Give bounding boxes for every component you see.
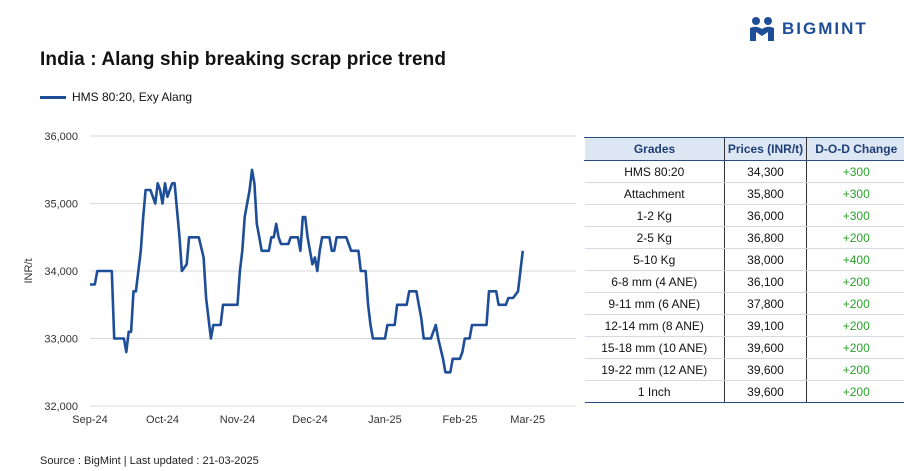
table-row: 6-8 mm (4 ANE) 36,100 +200 — [584, 270, 904, 293]
cell-grade: 1-2 Kg — [584, 204, 725, 227]
cell-grade: 15-18 mm (10 ANE) — [584, 336, 725, 359]
cell-grade: 1 Inch — [584, 380, 725, 403]
grades-price-table: Grades Prices (INR/t) D-O-D Change HMS 8… — [584, 137, 904, 403]
cell-price: 34,300 — [724, 160, 807, 183]
legend-label: HMS 80:20, Exy Alang — [72, 90, 193, 104]
cell-grade: 12-14 mm (8 ANE) — [584, 314, 725, 337]
source-note: Source : BigMint | Last updated : 21-03-… — [40, 455, 259, 467]
y-tick-label: 32,000 — [44, 401, 78, 413]
x-tick-label: Dec-24 — [292, 414, 327, 426]
cell-change: +300 — [806, 160, 904, 183]
cell-change: +200 — [806, 226, 904, 249]
table-row: 12-14 mm (8 ANE) 39,100 +200 — [584, 314, 904, 337]
series-line-hms-80-20 — [90, 168, 525, 374]
cell-price: 39,100 — [724, 314, 807, 337]
y-tick-label: 35,000 — [44, 199, 78, 211]
cell-price: 38,000 — [724, 248, 807, 271]
cell-change: +200 — [806, 292, 904, 315]
cell-change: +200 — [806, 358, 904, 381]
header-prices: Prices (INR/t) — [724, 137, 807, 161]
table-row: 1-2 Kg 36,000 +300 — [584, 204, 904, 227]
cell-change: +300 — [806, 182, 904, 205]
x-tick-label: Jan-25 — [368, 414, 402, 426]
cell-grade: 6-8 mm (4 ANE) — [584, 270, 725, 293]
cell-grade: HMS 80:20 — [584, 160, 725, 183]
chart-title: India : Alang ship breaking scrap price … — [40, 49, 447, 70]
cell-grade: Attachment — [584, 182, 725, 205]
header-grades: Grades — [584, 137, 725, 161]
cell-price: 36,000 — [724, 204, 807, 227]
x-tick-label: Oct-24 — [146, 414, 179, 426]
y-tick-label: 34,000 — [44, 266, 78, 278]
cell-grade: 2-5 Kg — [584, 226, 725, 249]
cell-price: 36,100 — [724, 270, 807, 293]
bigmint-logo: BIGMINT — [748, 16, 868, 42]
table-row: 1 Inch 39,600 +200 — [584, 380, 904, 403]
table-header-row: Grades Prices (INR/t) D-O-D Change — [584, 137, 904, 161]
table-row: 2-5 Kg 36,800 +200 — [584, 226, 904, 249]
y-axis-label: INR/t — [23, 258, 35, 283]
cell-change: +400 — [806, 248, 904, 271]
cell-change: +300 — [806, 204, 904, 227]
logo-text: BIGMINT — [782, 19, 868, 38]
x-tick-label: Sep-24 — [72, 414, 107, 426]
table-row: 5-10 Kg 38,000 +400 — [584, 248, 904, 271]
cell-price: 39,600 — [724, 336, 807, 359]
x-tick-label: Feb-25 — [443, 414, 478, 426]
cell-price: 35,800 — [724, 182, 807, 205]
table-row: Attachment 35,800 +300 — [584, 182, 904, 205]
header-dod-change: D-O-D Change — [806, 137, 904, 161]
table-row: 19-22 mm (12 ANE) 39,600 +200 — [584, 358, 904, 381]
cell-grade: 9-11 mm (6 ANE) — [584, 292, 725, 315]
table-row: 15-18 mm (10 ANE) 39,600 +200 — [584, 336, 904, 359]
cell-grade: 19-22 mm (12 ANE) — [584, 358, 725, 381]
y-tick-label: 36,000 — [44, 131, 78, 143]
cell-price: 37,800 — [724, 292, 807, 315]
table-row: HMS 80:20 34,300 +300 — [584, 160, 904, 183]
cell-change: +200 — [806, 336, 904, 359]
cell-change: +200 — [806, 270, 904, 293]
x-tick-label: Nov-24 — [220, 414, 255, 426]
chart-legend: HMS 80:20, Exy Alang — [40, 90, 192, 104]
cell-price: 39,600 — [724, 358, 807, 381]
cell-price: 36,800 — [724, 226, 807, 249]
cell-grade: 5-10 Kg — [584, 248, 725, 271]
y-tick-label: 33,000 — [44, 334, 78, 346]
cell-price: 39,600 — [724, 380, 807, 403]
legend-swatch — [40, 95, 66, 99]
bigmint-logo-icon — [750, 17, 774, 41]
cell-change: +200 — [806, 380, 904, 403]
x-tick-label: Mar-25 — [510, 414, 545, 426]
table-row: 9-11 mm (6 ANE) 37,800 +200 — [584, 292, 904, 315]
cell-change: +200 — [806, 314, 904, 337]
